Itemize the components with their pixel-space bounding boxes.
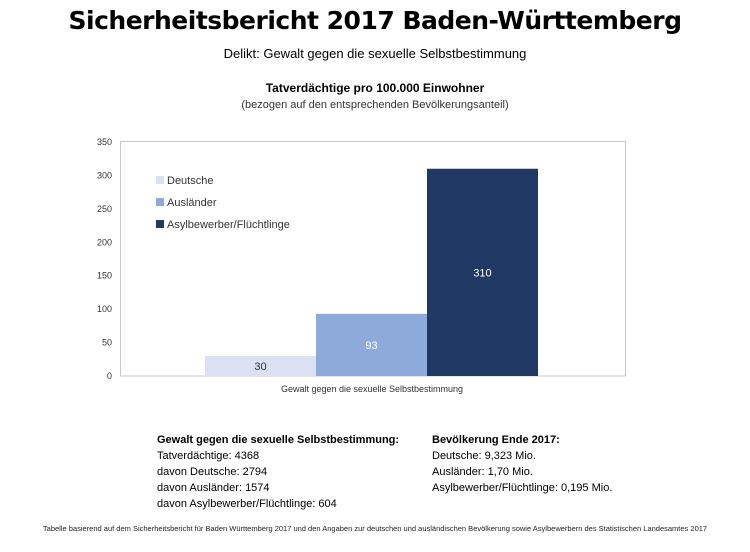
- y-tick-label: 150: [97, 271, 112, 281]
- data-label: 93: [365, 340, 377, 352]
- suspects-line: Tatverdächtige: 4368: [157, 450, 260, 462]
- legend-label: Asylbewerber/Flüchtlinge: [167, 219, 290, 231]
- legend-label: Deutsche: [167, 175, 213, 187]
- legend-swatch: [156, 220, 164, 228]
- page-subtitle: Delikt: Gewalt gegen die sexuelle Selbst…: [223, 46, 527, 61]
- population-line: Deutsche: 9,323 Mio.: [432, 450, 536, 462]
- x-category-label: Gewalt gegen die sexuelle Selbstbestimmu…: [281, 384, 463, 394]
- y-tick-label: 200: [97, 237, 112, 247]
- population-line: Asylbewerber/Flüchtlinge: 0,195 Mio.: [432, 482, 613, 494]
- suspects-line: davon Ausländer: 1574: [157, 482, 270, 494]
- suspects-line: davon Asylbewerber/Flüchtlinge: 604: [157, 498, 337, 510]
- population-heading: Bevölkerung Ende 2017:: [432, 434, 560, 446]
- suspects-heading: Gewalt gegen die sexuelle Selbstbestimmu…: [157, 434, 400, 446]
- y-tick-label: 250: [97, 204, 112, 214]
- y-tick-label: 0: [107, 371, 112, 381]
- y-tick-label: 350: [97, 137, 112, 147]
- suspects-info: Gewalt gegen die sexuelle Selbstbestimmu…: [157, 432, 399, 512]
- data-label: 310: [473, 267, 491, 279]
- legend-label: Ausländer: [167, 197, 217, 209]
- bar-1: [205, 355, 316, 376]
- population-info: Bevölkerung Ende 2017: Deutsche: 9,323 M…: [432, 432, 612, 496]
- legend-swatch: [156, 176, 164, 184]
- suspects-line: davon Deutsche: 2794: [157, 466, 268, 478]
- data-label: 30: [254, 361, 266, 373]
- footnote: Tabelle basierend auf dem Sicherheitsber…: [42, 524, 708, 533]
- bar-2: [316, 313, 427, 376]
- legend-swatch: [156, 198, 164, 206]
- y-tick-label: 300: [97, 170, 112, 180]
- bar-3: [427, 168, 538, 376]
- y-tick-label: 100: [97, 304, 112, 314]
- chart-title: Tatverdächtige pro 100.000 Einwohner: [265, 81, 485, 95]
- y-tick-label: 50: [102, 338, 112, 348]
- population-line: Ausländer: 1,70 Mio.: [432, 466, 533, 478]
- chart-subtitle: (bezogen auf den entsprechenden Bevölker…: [241, 99, 509, 111]
- page-title: Sicherheitsbericht 2017 Baden-Württember…: [68, 6, 682, 35]
